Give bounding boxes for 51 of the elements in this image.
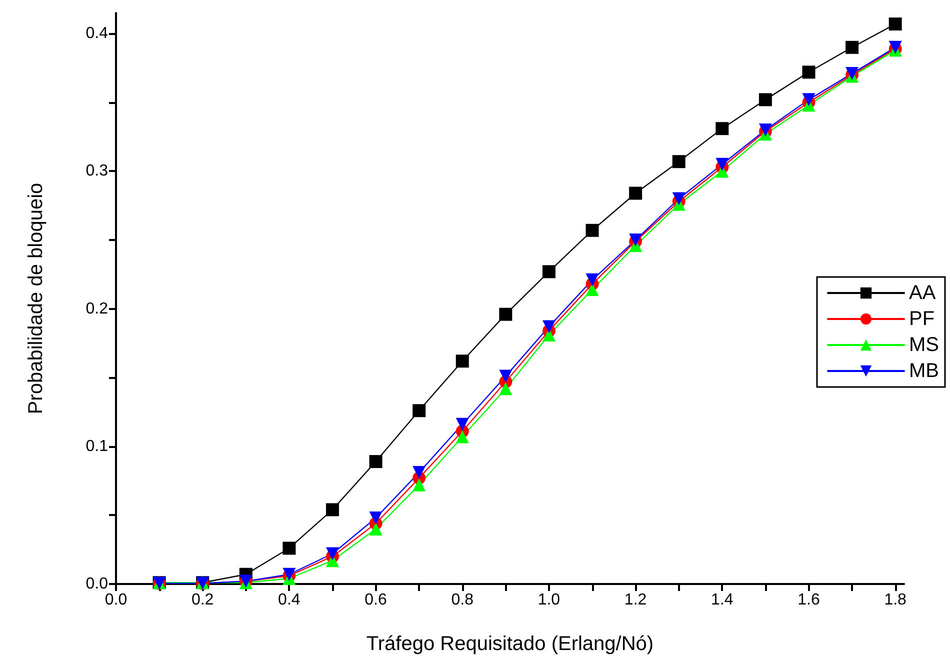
point <box>456 354 469 368</box>
point <box>456 430 469 444</box>
point <box>412 466 426 480</box>
point <box>326 503 339 516</box>
point <box>888 18 902 31</box>
point <box>802 93 816 106</box>
x-tick-label: 0.8 <box>451 592 474 608</box>
point <box>282 542 296 555</box>
point <box>499 308 512 321</box>
point <box>542 320 556 334</box>
y-axis-title: Probabilidade de bloqueio <box>25 182 47 414</box>
x-tick-label: 0.6 <box>364 592 387 608</box>
point <box>369 511 382 524</box>
point <box>716 122 729 136</box>
point <box>846 40 859 54</box>
legend-label: MB <box>909 360 939 382</box>
x-tick-label: 1.8 <box>884 592 907 608</box>
point <box>326 547 339 560</box>
legend-label: AA <box>909 282 936 304</box>
x-axis-title: Tráfego Requisitado (Erlang/Nó) <box>366 633 654 655</box>
legend-label: MS <box>909 334 939 356</box>
point <box>369 455 382 468</box>
x-tick-label: 1.6 <box>798 592 820 608</box>
point <box>412 404 426 418</box>
y-tick-label: 0.2 <box>86 300 108 318</box>
y-tick-label: 0.0 <box>86 576 108 592</box>
point <box>456 418 469 431</box>
point <box>672 155 686 168</box>
point <box>412 478 426 492</box>
x-tick-label: 1.2 <box>624 592 647 608</box>
legend-label: PF <box>909 308 935 330</box>
x-tick-label: 0.2 <box>191 592 214 608</box>
point <box>499 382 512 396</box>
point <box>672 192 686 206</box>
point <box>586 283 599 296</box>
point <box>716 158 729 171</box>
y-tick-label: 0.1 <box>86 438 108 455</box>
x-tick-label: 0.4 <box>278 592 300 608</box>
point <box>758 93 772 106</box>
point <box>542 265 556 278</box>
x-tick-label: 1.4 <box>711 592 734 608</box>
x-tick-label: 0.0 <box>104 592 128 608</box>
point <box>586 273 599 286</box>
y-tick-label: 0.4 <box>86 25 108 42</box>
point <box>586 224 599 237</box>
x-tick-label: 1.0 <box>538 592 560 608</box>
point <box>369 522 382 536</box>
point <box>629 186 642 200</box>
y-tick-label: 0.3 <box>86 162 108 180</box>
point <box>802 66 816 79</box>
point <box>499 370 512 383</box>
